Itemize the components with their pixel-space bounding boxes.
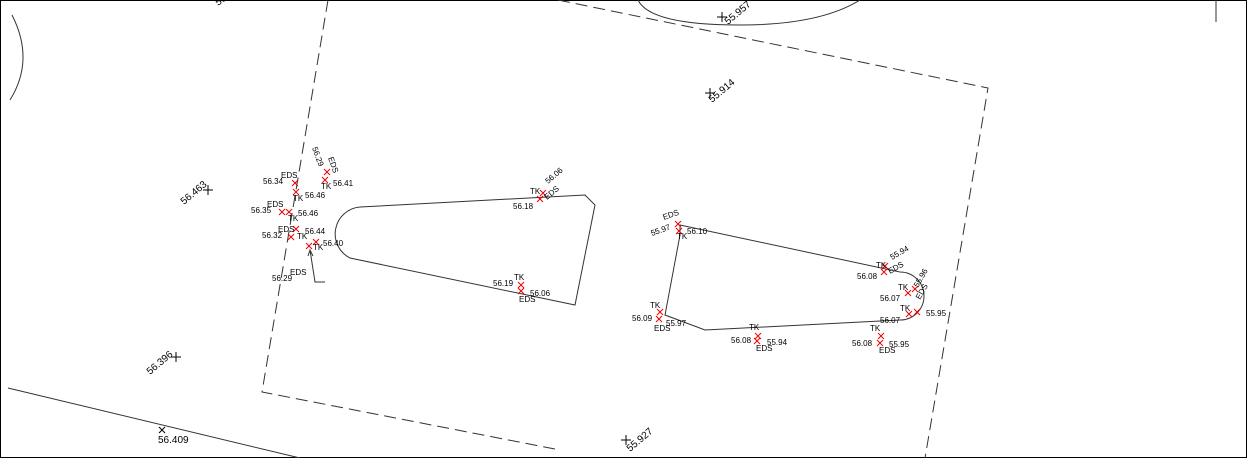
elevation-label: TK: [876, 261, 887, 270]
elevation-label: 56.44: [305, 227, 326, 236]
point-marker: [517, 287, 525, 295]
elevation-label: EDS: [654, 324, 670, 333]
point-marker: [292, 225, 300, 233]
point-marker: [321, 176, 329, 184]
point-marker: [656, 308, 664, 316]
elevation-label: TK: [870, 324, 881, 333]
point-marker: [287, 233, 295, 241]
markers: [158, 12, 921, 445]
point-marker: [621, 435, 631, 445]
elevation-label: TK: [900, 304, 911, 313]
elevation-label: 56.409: [158, 435, 189, 446]
point-marker: [312, 238, 320, 246]
point-marker: [305, 242, 313, 250]
elevation-label: EDS: [756, 344, 772, 353]
elevation-label: EDS: [879, 346, 895, 355]
point-marker: [655, 315, 663, 323]
elevation-label: 56.10: [687, 227, 708, 236]
elevation-label: EDS: [290, 268, 306, 277]
point-marker: [285, 208, 293, 216]
elevation-label: 56.08: [857, 272, 878, 281]
point-marker: [753, 337, 761, 345]
elevation-label: TK: [677, 232, 688, 241]
elevation-label: 56.07: [880, 316, 901, 325]
point-marker: [675, 227, 683, 235]
linework: [7, 0, 1217, 458]
elevation-label: EDS: [281, 171, 297, 180]
point-marker: [171, 352, 181, 362]
elevation-label: 56.41: [333, 179, 354, 188]
elevation-label: EDS: [519, 295, 535, 304]
elevation-label: 56.40: [323, 239, 344, 248]
elevation-label: 55.95: [926, 309, 947, 318]
point-marker: [911, 285, 919, 293]
elevation-label: TK: [514, 273, 525, 282]
elevation-label: TK: [321, 182, 332, 191]
point-marker: [717, 12, 727, 22]
point-marker: [881, 262, 889, 270]
point-marker: [323, 168, 331, 176]
elevation-label: TK: [898, 283, 909, 292]
elevation-label: TK: [749, 323, 760, 332]
point-marker: [278, 208, 286, 216]
point-marker: [536, 195, 544, 203]
point-marker: [539, 189, 547, 197]
point-marker: [203, 185, 213, 195]
point-marker: [517, 281, 525, 289]
elevation-label: TK: [530, 187, 541, 196]
point-marker: [291, 179, 299, 187]
elevation-label: TK: [288, 214, 299, 223]
elevation-label: TK: [650, 301, 661, 310]
elevation-label: TK: [297, 232, 308, 241]
elevation-label: 55.94: [767, 338, 788, 347]
elevation-label: 56.34: [263, 177, 284, 186]
elevation-label: TK: [293, 194, 304, 203]
elevation-label: 55.95: [889, 340, 910, 349]
elevation-label: 56.09: [632, 314, 653, 323]
elevation-label: 56.46: [305, 191, 326, 200]
elevation-label: 56.08: [731, 336, 752, 345]
point-marker: [904, 289, 912, 297]
point-marker: [876, 339, 884, 347]
elevation-label: EDS: [278, 225, 294, 234]
elevation-label: 56.: [213, 0, 231, 8]
elevation-label: 56.46: [298, 209, 319, 218]
elevation-label: 56.08: [852, 339, 873, 348]
elevation-label: 56.35: [251, 206, 272, 215]
elevation-label: TK: [313, 243, 324, 252]
elevation-label: 56.07: [880, 294, 901, 303]
elevation-label: 56.32: [262, 231, 283, 240]
point-marker: [158, 426, 166, 434]
elevation-label: 56.29: [272, 274, 293, 283]
point-marker: [705, 88, 715, 98]
elevation-label: 56.18: [513, 202, 534, 211]
point-marker: [913, 308, 921, 316]
point-marker: [905, 310, 913, 318]
elevation-label: 55.97: [666, 319, 687, 328]
point-marker: [877, 332, 885, 340]
point-marker: [292, 188, 300, 196]
elevation-label: EDS: [267, 200, 283, 209]
elevation-label: 56.19: [493, 279, 514, 288]
point-marker: [674, 220, 682, 228]
elevation-label: 56.06: [530, 289, 551, 298]
point-marker: [880, 268, 888, 276]
